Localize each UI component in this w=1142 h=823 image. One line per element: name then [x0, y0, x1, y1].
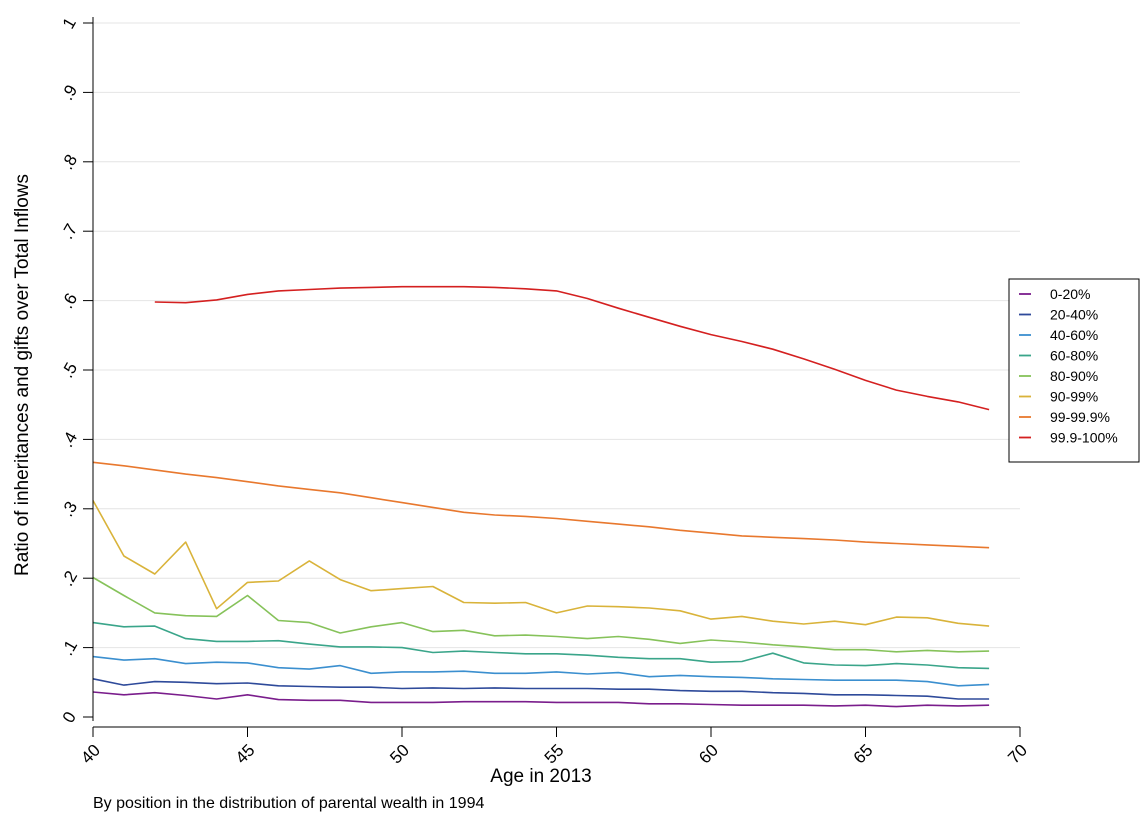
y-tick-label: .7	[58, 221, 82, 243]
series-line-0-20%	[92, 691, 990, 708]
legend: 0-20% 20-40% 40-60% 60-80% 80-90% 90-99% 99-99…	[1008, 278, 1140, 463]
x-axis-title: Age in 2013	[490, 766, 591, 787]
series-line-60-80%	[92, 621, 990, 670]
x-tick-label: 55	[541, 741, 568, 768]
series-lines	[92, 285, 990, 708]
series-line-99-99.9%	[92, 461, 990, 549]
chart-note: By position in the distribution of paren…	[93, 795, 484, 812]
legend-label: 80-90%	[1050, 368, 1098, 384]
legend-label: 99.9-100%	[1050, 429, 1118, 445]
y-tick-label: .3	[58, 498, 82, 520]
series-line-80-90%	[92, 576, 990, 653]
legend-label: 0-20%	[1050, 286, 1090, 302]
y-tick-label: .1	[58, 637, 82, 659]
y-tick-label: .9	[58, 82, 82, 104]
legend-label: 90-99%	[1050, 388, 1098, 404]
series-line-99.9-100%	[154, 285, 990, 411]
y-tick-label: 0	[59, 708, 80, 726]
y-tick-label: .8	[58, 151, 82, 173]
y-tick-label: .5	[58, 359, 82, 381]
y-tick-label: .6	[58, 290, 82, 312]
legend-label: 60-80%	[1050, 347, 1098, 363]
series-line-20-40%	[92, 678, 990, 700]
legend-label: 20-40%	[1050, 306, 1098, 322]
x-tick-label: 70	[1004, 741, 1031, 768]
x-tick-label: 40	[77, 741, 104, 768]
y-tick-label: .4	[58, 429, 82, 451]
legend-label: 99-99.9%	[1050, 409, 1110, 425]
y-tick-label: .2	[58, 568, 82, 590]
series-line-40-60%	[92, 655, 990, 687]
legend-box	[1008, 278, 1140, 463]
legend-label: 40-60%	[1050, 327, 1098, 343]
x-tick-label: 65	[850, 741, 877, 768]
gridlines	[93, 22, 1020, 649]
x-tick-label: 50	[386, 741, 413, 768]
y-tick-label: 1	[59, 14, 80, 32]
y-axis-title: Ratio of inheritances and gifts over Tot…	[12, 174, 33, 576]
x-tick-label: 60	[695, 741, 722, 768]
series-line-90-99%	[92, 500, 990, 627]
x-tick-label: 45	[232, 741, 259, 768]
